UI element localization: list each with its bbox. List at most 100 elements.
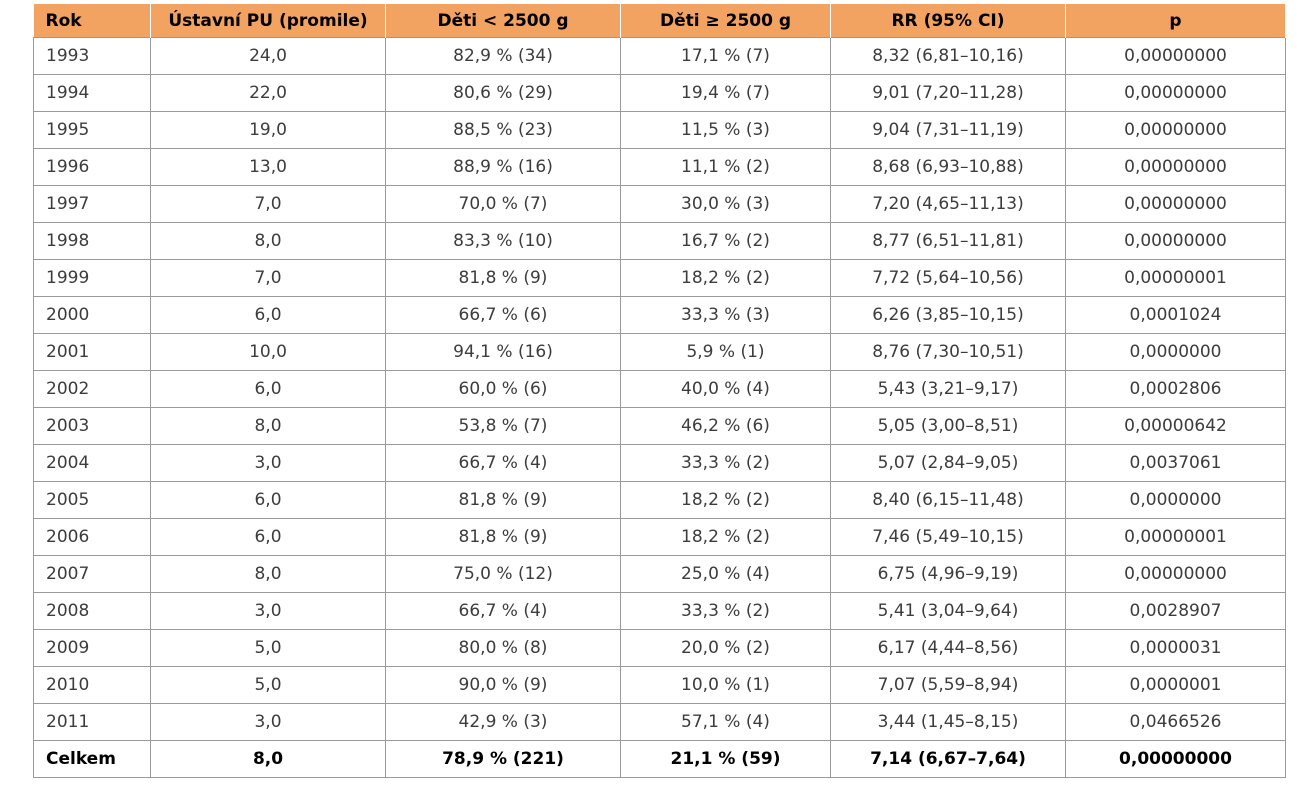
- cell-rr: 8,32 (6,81–10,16): [830, 37, 1066, 75]
- cell-p: 0,0028907: [1065, 592, 1286, 630]
- cell-under-2500: 80,6 % (29): [385, 74, 621, 112]
- table-row: 1998 8,0 83,3 % (10) 16,7 % (2) 8,77 (6,51–1…: [33, 222, 1286, 260]
- cell-over-2500: 11,1 % (2): [620, 148, 831, 186]
- cell-pu: 19,0: [150, 111, 386, 149]
- table-row: 1997 7,0 70,0 % (7) 30,0 % (3) 7,20 (4,65–11…: [33, 185, 1286, 223]
- cell-pu: 24,0: [150, 37, 386, 75]
- cell-year: 2005: [33, 481, 151, 519]
- table-row: 2008 3,0 66,7 % (4) 33,3 % (2) 5,41 (3,04–9,…: [33, 592, 1286, 630]
- table-row: 1999 7,0 81,8 % (9) 18,2 % (2) 7,72 (5,64–10…: [33, 259, 1286, 297]
- cell-year: 2003: [33, 407, 151, 445]
- cell-pu: 13,0: [150, 148, 386, 186]
- cell-year: 1993: [33, 37, 151, 75]
- cell-p: 0,00000000: [1065, 148, 1286, 186]
- cell-under-2500: 60,0 % (6): [385, 370, 621, 408]
- cell-rr: 7,46 (5,49–10,15): [830, 518, 1066, 556]
- cell-pu: 7,0: [150, 259, 386, 297]
- cell-pu: 8,0: [150, 222, 386, 260]
- table-container: Rok Ústavní PU (promile) Děti < 2500 g D…: [33, 4, 1286, 778]
- cell-year: 2010: [33, 666, 151, 704]
- cell-over-2500: 18,2 % (2): [620, 259, 831, 297]
- cell-year: 2011: [33, 703, 151, 741]
- cell-over-2500: 33,3 % (2): [620, 592, 831, 630]
- cell-rr: 5,41 (3,04–9,64): [830, 592, 1066, 630]
- cell-pu: 10,0: [150, 333, 386, 371]
- cell-over-2500: 10,0 % (1): [620, 666, 831, 704]
- total-cell-under-2500: 78,9 % (221): [385, 740, 621, 778]
- cell-p: 0,0037061: [1065, 444, 1286, 482]
- cell-over-2500: 20,0 % (2): [620, 629, 831, 667]
- cell-year: 1996: [33, 148, 151, 186]
- cell-pu: 3,0: [150, 703, 386, 741]
- cell-p: 0,0000000: [1065, 333, 1286, 371]
- cell-under-2500: 83,3 % (10): [385, 222, 621, 260]
- cell-under-2500: 66,7 % (4): [385, 444, 621, 482]
- cell-rr: 5,43 (3,21–9,17): [830, 370, 1066, 408]
- cell-pu: 6,0: [150, 481, 386, 519]
- cell-rr: 3,44 (1,45–8,15): [830, 703, 1066, 741]
- total-cell-rr: 7,14 (6,67–7,64): [830, 740, 1066, 778]
- cell-rr: 6,17 (4,44–8,56): [830, 629, 1066, 667]
- cell-over-2500: 30,0 % (3): [620, 185, 831, 223]
- cell-p: 0,00000000: [1065, 111, 1286, 149]
- table-row: 2010 5,0 90,0 % (9) 10,0 % (1) 7,07 (5,59–8,…: [33, 666, 1286, 704]
- cell-p: 0,0466526: [1065, 703, 1286, 741]
- cell-p: 0,00000001: [1065, 518, 1286, 556]
- cell-rr: 5,07 (2,84–9,05): [830, 444, 1066, 482]
- table-row: 2011 3,0 42,9 % (3) 57,1 % (4) 3,44 (1,45–8,…: [33, 703, 1286, 741]
- header-cell-p: p: [1065, 4, 1286, 38]
- table-row: 2006 6,0 81,8 % (9) 18,2 % (2) 7,46 (5,49–10…: [33, 518, 1286, 556]
- cell-p: 0,00000000: [1065, 555, 1286, 593]
- table-row: 2002 6,0 60,0 % (6) 40,0 % (4) 5,43 (3,21–9,…: [33, 370, 1286, 408]
- cell-under-2500: 66,7 % (4): [385, 592, 621, 630]
- cell-pu: 8,0: [150, 407, 386, 445]
- cell-over-2500: 40,0 % (4): [620, 370, 831, 408]
- cell-p: 0,0000031: [1065, 629, 1286, 667]
- cell-p: 0,0000000: [1065, 481, 1286, 519]
- cell-pu: 6,0: [150, 296, 386, 334]
- cell-pu: 3,0: [150, 592, 386, 630]
- table-row: 1996 13,0 88,9 % (16) 11,1 % (2) 8,68 (6,93–…: [33, 148, 1286, 186]
- cell-under-2500: 66,7 % (6): [385, 296, 621, 334]
- cell-year: 2001: [33, 333, 151, 371]
- cell-under-2500: 94,1 % (16): [385, 333, 621, 371]
- table-row: 2007 8,0 75,0 % (12) 25,0 % (4) 6,75 (4,96–9…: [33, 555, 1286, 593]
- cell-under-2500: 70,0 % (7): [385, 185, 621, 223]
- cell-p: 0,00000000: [1065, 222, 1286, 260]
- header-cell-rr: RR (95% CI): [830, 4, 1066, 38]
- header-cell-rok: Rok: [33, 4, 151, 38]
- cell-under-2500: 75,0 % (12): [385, 555, 621, 593]
- cell-p: 0,00000000: [1065, 185, 1286, 223]
- cell-year: 2006: [33, 518, 151, 556]
- cell-p: 0,0002806: [1065, 370, 1286, 408]
- cell-rr: 7,07 (5,59–8,94): [830, 666, 1066, 704]
- header-cell-over-2500: Děti ≥ 2500 g: [620, 4, 831, 38]
- cell-rr: 7,72 (5,64–10,56): [830, 259, 1066, 297]
- table-row: 2004 3,0 66,7 % (4) 33,3 % (2) 5,07 (2,84–9,…: [33, 444, 1286, 482]
- cell-pu: 6,0: [150, 370, 386, 408]
- cell-p: 0,00000001: [1065, 259, 1286, 297]
- cell-rr: 8,40 (6,15–11,48): [830, 481, 1066, 519]
- cell-under-2500: 81,8 % (9): [385, 481, 621, 519]
- cell-year: 1997: [33, 185, 151, 223]
- total-row: Celkem 8,0 78,9 % (221) 21,1 % (59) 7,14 (6,…: [33, 740, 1286, 778]
- cell-pu: 3,0: [150, 444, 386, 482]
- cell-under-2500: 82,9 % (34): [385, 37, 621, 75]
- cell-year: 1999: [33, 259, 151, 297]
- cell-year: 2004: [33, 444, 151, 482]
- cell-year: 2007: [33, 555, 151, 593]
- cell-over-2500: 25,0 % (4): [620, 555, 831, 593]
- cell-rr: 5,05 (3,00–8,51): [830, 407, 1066, 445]
- cell-over-2500: 18,2 % (2): [620, 481, 831, 519]
- cell-rr: 7,20 (4,65–11,13): [830, 185, 1066, 223]
- cell-over-2500: 57,1 % (4): [620, 703, 831, 741]
- header-cell-under-2500: Děti < 2500 g: [385, 4, 621, 38]
- cell-rr: 9,04 (7,31–11,19): [830, 111, 1066, 149]
- cell-under-2500: 80,0 % (8): [385, 629, 621, 667]
- cell-over-2500: 17,1 % (7): [620, 37, 831, 75]
- total-cell-year: Celkem: [33, 740, 151, 778]
- header-row: Rok Ústavní PU (promile) Děti < 2500 g D…: [33, 4, 1286, 38]
- table-row: 1993 24,0 82,9 % (34) 17,1 % (7) 8,32 (6,81–…: [33, 37, 1286, 75]
- cell-pu: 8,0: [150, 555, 386, 593]
- cell-year: 1994: [33, 74, 151, 112]
